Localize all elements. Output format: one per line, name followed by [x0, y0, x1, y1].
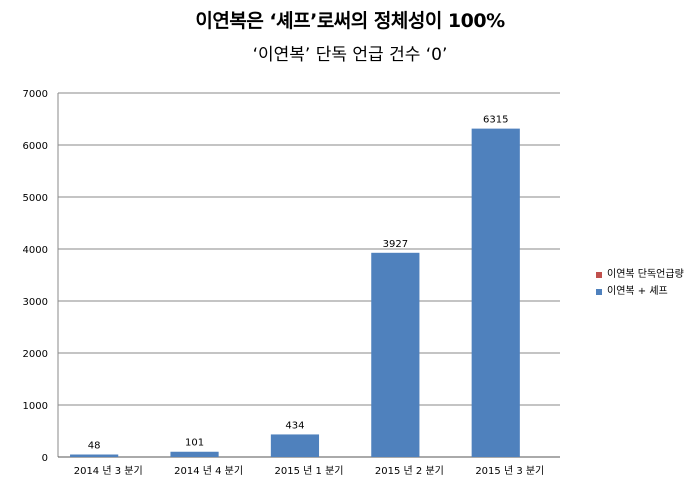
x-tick-label: 2014 년 4 분기: [174, 465, 243, 477]
legend-label-solo: 이연복 단독언급량: [607, 269, 684, 280]
bar-chef-mentions: [270, 434, 320, 457]
bar-chef-mentions: [371, 252, 420, 457]
legend-item-chef-mentions: 이연복 + 셰프: [596, 283, 684, 300]
data-label: 434: [285, 420, 304, 431]
x-tick-label: 2015 년 3 분기: [475, 465, 544, 477]
y-tick-label: 0: [42, 453, 48, 464]
data-label: 48: [88, 441, 101, 452]
legend-label-chef: 이연복 + 셰프: [607, 286, 668, 297]
bar-chef-mentions: [170, 451, 219, 457]
x-tick-label: 2015 년 1 분기: [275, 465, 344, 477]
y-tick-label: 3000: [23, 297, 48, 308]
y-tick-label: 4000: [23, 245, 48, 256]
y-tick-label: 1000: [23, 401, 48, 412]
chart-title: 이연복은 ‘셰프’로써의 정체성이 100%: [195, 10, 505, 32]
legend-swatch-solo: [596, 271, 602, 278]
y-tick-label: 6000: [23, 141, 48, 152]
x-tick-label: 2014 년 3 분기: [74, 465, 143, 477]
data-label: 6315: [483, 115, 508, 126]
x-tick-label: 2015 년 2 분기: [375, 465, 444, 477]
data-label: 3927: [383, 239, 408, 250]
y-tick-label: 2000: [23, 349, 48, 360]
bar-chef-mentions: [471, 128, 520, 457]
bar-chef-mentions: [70, 454, 119, 457]
y-tick-label: 5000: [23, 193, 48, 204]
legend: 이연복 단독언급량 이연복 + 셰프: [596, 266, 684, 300]
legend-item-solo-mentions: 이연복 단독언급량: [596, 266, 684, 283]
chart-subtitle: ‘이연복’ 단독 언급 건수 ‘0’: [252, 45, 448, 65]
legend-swatch-chef: [596, 288, 602, 295]
data-label: 101: [185, 438, 204, 449]
y-tick-label: 7000: [23, 89, 48, 100]
